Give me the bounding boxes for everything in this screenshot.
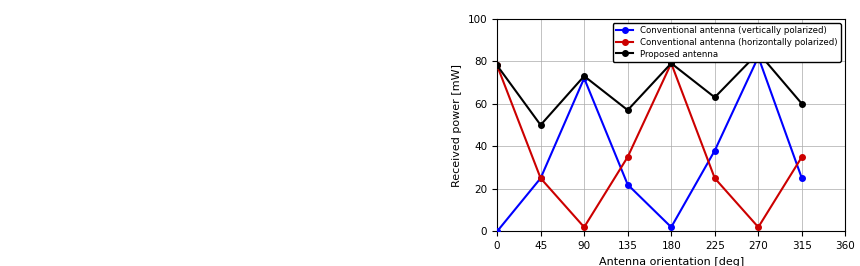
Conventional antenna (vertically polarized) xyxy=(666,226,676,229)
Conventional antenna (horizontally polarized) xyxy=(666,62,676,65)
Conventional antenna (vertically polarized) xyxy=(796,177,807,180)
Line: Proposed antenna: Proposed antenna xyxy=(494,50,805,128)
Conventional antenna (horizontally polarized) xyxy=(492,64,502,67)
Y-axis label: Received power [mW]: Received power [mW] xyxy=(452,64,462,186)
Proposed antenna xyxy=(796,102,807,105)
Conventional antenna (horizontally polarized) xyxy=(796,155,807,159)
Conventional antenna (horizontally polarized) xyxy=(623,155,633,159)
Conventional antenna (vertically polarized) xyxy=(623,183,633,186)
Proposed antenna xyxy=(623,109,633,112)
Proposed antenna xyxy=(753,51,764,54)
Legend: Conventional antenna (vertically polarized), Conventional antenna (horizontally : Conventional antenna (vertically polariz… xyxy=(612,23,841,62)
Proposed antenna xyxy=(579,74,589,78)
Conventional antenna (vertically polarized) xyxy=(536,177,546,180)
Proposed antenna xyxy=(536,123,546,127)
Conventional antenna (horizontally polarized) xyxy=(710,177,720,180)
Conventional antenna (horizontally polarized) xyxy=(579,226,589,229)
Conventional antenna (vertically polarized) xyxy=(710,149,720,152)
Conventional antenna (vertically polarized) xyxy=(753,55,764,59)
Conventional antenna (horizontally polarized) xyxy=(536,177,546,180)
Line: Conventional antenna (horizontally polarized): Conventional antenna (horizontally polar… xyxy=(494,61,805,230)
Conventional antenna (vertically polarized) xyxy=(492,230,502,233)
X-axis label: Antenna orientation [deg]: Antenna orientation [deg] xyxy=(599,257,744,266)
Conventional antenna (horizontally polarized) xyxy=(753,226,764,229)
Line: Conventional antenna (vertically polarized): Conventional antenna (vertically polariz… xyxy=(494,54,805,234)
Conventional antenna (vertically polarized) xyxy=(579,77,589,80)
Proposed antenna xyxy=(492,64,502,67)
Proposed antenna xyxy=(710,96,720,99)
Proposed antenna xyxy=(666,62,676,65)
